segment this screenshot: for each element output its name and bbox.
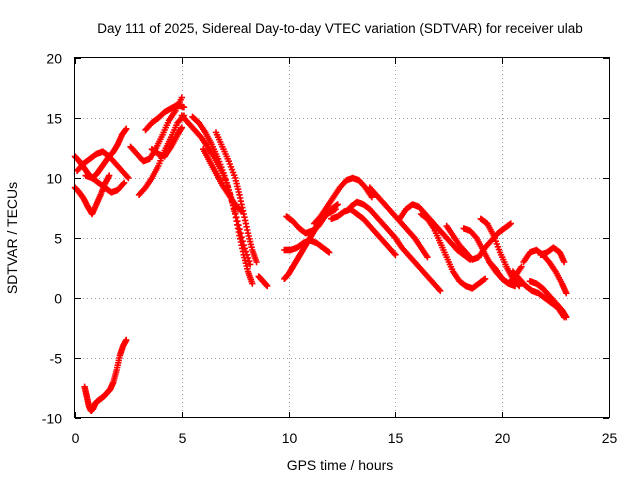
data-point [245, 258, 253, 265]
data-point [480, 276, 488, 283]
series-s21 [366, 184, 431, 261]
y-tick-label: 5 [54, 231, 62, 247]
series-s4 [82, 172, 128, 196]
series-s31 [537, 244, 568, 266]
x-tick-label: 10 [282, 430, 298, 446]
data-point [244, 254, 252, 262]
series-s16 [281, 237, 333, 256]
series-s14 [255, 273, 271, 290]
x-tick-label: 5 [179, 430, 187, 446]
data-point [435, 286, 443, 293]
data-point [437, 287, 444, 294]
data-point [123, 125, 130, 132]
x-tick-label: 20 [495, 430, 511, 446]
data-point [392, 251, 399, 258]
data-point [235, 222, 242, 229]
data-point [325, 249, 333, 256]
chart-title: Day 111 of 2025, Sidereal Day-to-day VTE… [97, 21, 582, 36]
data-point [238, 234, 245, 241]
y-tick-label: 15 [46, 111, 62, 127]
data-point [221, 172, 228, 179]
data-point [234, 218, 241, 225]
series-s11 [189, 113, 254, 268]
data-point [222, 176, 229, 183]
series-s13 [212, 129, 260, 266]
y-tick-label: 20 [46, 51, 62, 67]
x-tick-labels: 0 5 10 15 20 25 [72, 430, 618, 446]
data-point [246, 261, 254, 268]
series-s5 [81, 336, 130, 414]
series-s7 [135, 112, 188, 198]
data-point [253, 258, 260, 266]
series-s8 [142, 101, 188, 134]
series-s3 [73, 148, 132, 182]
data-point [518, 263, 525, 270]
data-point [223, 179, 230, 186]
data-point [242, 248, 250, 255]
series-s17 [283, 201, 341, 237]
data-point [123, 336, 130, 344]
y-tick-label: 10 [46, 171, 62, 187]
plot-frame [74, 57, 610, 418]
data-point [119, 180, 127, 188]
data-point [237, 230, 244, 237]
data-point [368, 194, 376, 201]
series-s6 [127, 94, 185, 165]
x-axis-label: GPS time / hours [287, 457, 394, 473]
data-point [233, 214, 240, 221]
data-point [264, 282, 271, 290]
data-point [240, 242, 247, 249]
data-point [120, 179, 128, 186]
series-s19 [328, 206, 399, 258]
data-point [178, 124, 185, 131]
data-point [249, 280, 256, 287]
series-s10 [178, 112, 256, 287]
y-tick-label: -5 [50, 351, 63, 367]
data-point [560, 258, 568, 266]
data-point [241, 245, 249, 252]
data-point [563, 290, 570, 297]
x-tick-label: 15 [388, 430, 404, 446]
series-s18 [311, 174, 376, 227]
y-tick-label: 0 [54, 291, 62, 307]
grid [75, 58, 609, 418]
data-point [105, 172, 113, 179]
data-point [178, 94, 185, 101]
series-s30 [526, 278, 570, 321]
data-point [239, 238, 246, 245]
x-tick-label: 25 [602, 430, 618, 446]
data-point [424, 254, 431, 261]
x-tick-label: 0 [72, 430, 80, 446]
data-point [516, 282, 523, 290]
series-s26 [477, 215, 523, 290]
series-s9 [148, 124, 185, 160]
data-point [481, 275, 489, 282]
y-tick-label: -10 [42, 411, 62, 427]
y-tick-labels: -10 -5 0 5 10 15 20 [42, 51, 62, 427]
data-point [391, 250, 398, 257]
data-point [563, 314, 570, 321]
series-s12 [199, 146, 245, 215]
data-point [180, 104, 188, 111]
axis-ticks [75, 58, 610, 419]
series-s23 [417, 210, 489, 292]
data-point [124, 173, 131, 180]
data-point [515, 281, 522, 288]
data-point [125, 174, 132, 182]
series-s1 [71, 172, 113, 218]
data-point [507, 220, 514, 227]
data-points [71, 94, 570, 414]
data-point [236, 226, 243, 233]
series-s20 [347, 198, 444, 294]
data-point [230, 206, 238, 213]
data-point [334, 201, 341, 208]
data-point [243, 251, 251, 258]
y-axis-label: SDTVAR / TECUs [4, 182, 20, 294]
data-point [232, 210, 239, 217]
